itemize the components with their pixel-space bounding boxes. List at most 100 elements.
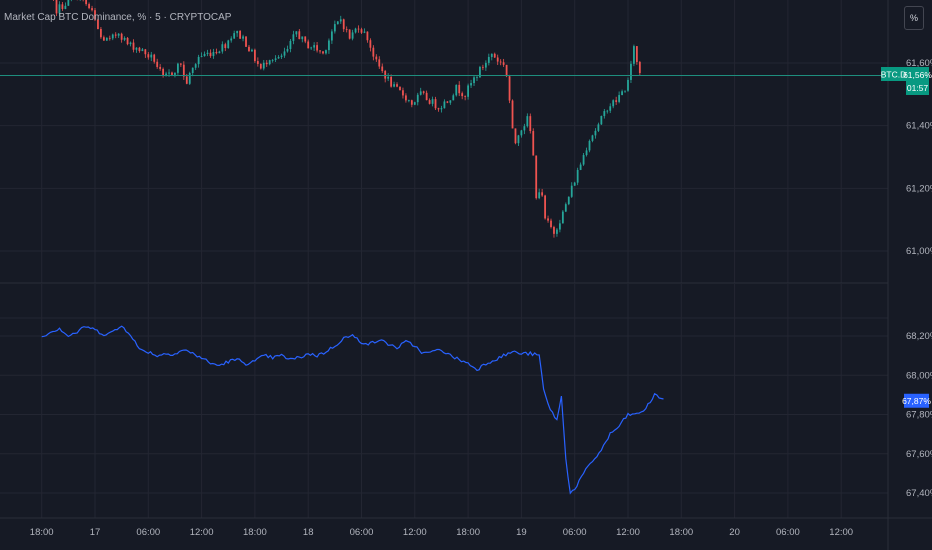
candle-body	[271, 59, 274, 61]
candle-body	[624, 90, 626, 92]
candle-body	[464, 96, 467, 97]
upper-price-tick: 61,00%	[906, 246, 932, 257]
candle-body	[61, 4, 64, 9]
candle-body	[633, 46, 635, 64]
upper-price-tick: 61,60%	[906, 58, 932, 69]
price-badge-text: 61,56%	[903, 70, 932, 80]
candle-body	[458, 84, 461, 94]
time-tick: 18:00	[669, 527, 693, 538]
chart-title: Market Cap BTC Dominance, % · 5 · CRYPTO…	[4, 12, 232, 23]
candle-body	[194, 64, 197, 68]
candle-body	[482, 66, 484, 68]
candle-body	[310, 47, 313, 49]
candle-body	[280, 55, 283, 58]
countdown-badge-text: 01:57	[907, 83, 929, 93]
candle-body	[393, 84, 395, 87]
lower-price-badge-text: 67,87%	[902, 396, 931, 406]
candle-body	[342, 19, 345, 30]
time-tick: 12:00	[829, 527, 853, 538]
candle-body	[251, 49, 253, 52]
candle-body	[591, 135, 594, 141]
candle-body	[544, 195, 546, 219]
candle-body	[159, 66, 162, 69]
candle-body	[487, 56, 490, 63]
candle-body	[422, 91, 425, 93]
candle-body	[627, 79, 629, 91]
candle-body	[369, 40, 372, 48]
candle-body	[387, 76, 390, 79]
symbol-badge-text: BTC.D	[881, 70, 907, 80]
candle-body	[505, 64, 508, 77]
candle-body	[532, 131, 535, 156]
candle-body	[138, 47, 141, 52]
candle-body	[558, 223, 561, 230]
candle-body	[313, 45, 316, 48]
upper-price-tick: 61,40%	[906, 121, 932, 132]
dominance-line	[41, 325, 664, 495]
lower-price-badge	[904, 393, 929, 408]
candle-body	[206, 52, 209, 54]
candle-body	[85, 0, 88, 5]
candle-body	[348, 29, 351, 39]
candle-body	[621, 91, 623, 96]
symbol-badge	[881, 67, 906, 81]
time-tick: 06:00	[350, 527, 374, 538]
candle-body	[354, 28, 357, 33]
candle-body	[384, 70, 387, 79]
lower-price-tick: 67,40%	[906, 488, 932, 499]
time-tick: 18:00	[30, 527, 54, 538]
lower-pane[interactable]	[41, 325, 664, 495]
candle-body	[455, 84, 458, 96]
time-tick: 19	[516, 527, 527, 538]
candle-body	[508, 76, 511, 101]
candle-body	[209, 52, 212, 57]
candle-body	[191, 67, 194, 74]
candle-body	[179, 63, 182, 65]
candle-body	[440, 108, 443, 110]
time-axis[interactable]: 18:00 17 06:00 12:00 18:00 18 06:00 12:00 18:00 1…	[30, 527, 853, 538]
upper-price-axis[interactable]: 61,60% 61,40% 61,20% 61,00%	[906, 58, 932, 257]
candle-body	[449, 100, 452, 103]
lower-price-tick: 67,80%	[906, 410, 932, 421]
candle-body	[357, 28, 360, 30]
candle-body	[588, 140, 591, 151]
candle-body	[94, 10, 96, 20]
candle-body	[538, 192, 541, 199]
candle-body	[256, 61, 259, 64]
percent-scale-button[interactable]: %	[904, 6, 924, 30]
candle-body	[333, 24, 336, 32]
candle-body	[609, 106, 612, 111]
time-tick: 18	[303, 527, 314, 538]
candle-body	[523, 126, 526, 131]
candle-body	[301, 36, 304, 40]
candle-body	[529, 116, 532, 132]
candle-body	[630, 63, 632, 80]
time-tick: 06:00	[563, 527, 587, 538]
candle-body	[399, 86, 401, 91]
candle-body	[165, 73, 167, 76]
candle-body	[230, 38, 233, 41]
candle-body	[242, 36, 244, 39]
candle-body	[405, 95, 407, 101]
candle-body	[446, 101, 449, 103]
candle-body	[224, 44, 227, 49]
lower-price-tick: 68,20%	[906, 331, 932, 342]
candle-body	[132, 42, 135, 50]
candle-body	[58, 4, 61, 14]
lower-price-axis[interactable]: 68,20% 68,00% 67,80% 67,60% 67,40%	[906, 331, 932, 499]
candle-body	[612, 100, 615, 107]
candle-body	[547, 218, 549, 221]
lower-price-tick: 67,60%	[906, 449, 932, 460]
candle-body	[428, 100, 431, 104]
candle-body	[476, 77, 478, 79]
candle-body	[479, 66, 481, 78]
candle-body	[177, 63, 179, 73]
candle-body	[556, 229, 558, 234]
candle-body	[490, 53, 493, 57]
upper-pane[interactable]	[0, 0, 888, 238]
candle-body	[114, 34, 117, 36]
candle-body	[67, 0, 70, 6]
candle-body	[452, 95, 455, 101]
